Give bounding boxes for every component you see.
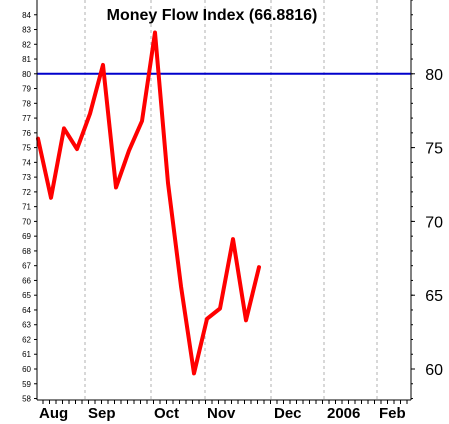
y-left-tick-label: 84 (22, 11, 31, 20)
y-left-tick-label: 75 (22, 144, 31, 153)
y-left-tick-label: 77 (22, 114, 31, 123)
y-left-tick-label: 81 (22, 55, 31, 64)
plot-background (37, 0, 411, 400)
series-line-mfi (36, 30, 261, 376)
y-left-tick-label: 58 (22, 395, 31, 404)
y-left-tick-label: 76 (22, 129, 31, 138)
y-left-tick-label: 66 (22, 276, 31, 285)
x-tick-label: Dec (274, 405, 302, 422)
y-left-tick-label: 79 (22, 85, 31, 94)
x-tick-label: Sep (88, 405, 116, 422)
series-points (37, 32, 260, 374)
y-left-tick-label: 80 (22, 70, 31, 79)
y-left-tick-label: 78 (22, 99, 31, 108)
y-left-tick-label: 59 (22, 380, 31, 389)
x-tick-label: 2006 (327, 405, 360, 422)
y-left-tick-label: 68 (22, 247, 31, 256)
y-right-tick-label: 80 (425, 67, 443, 84)
y-left-tick-label: 61 (22, 350, 31, 359)
x-axis-labels: Aug Sep Oct Nov Dec 2006 Feb (39, 405, 406, 422)
y-left-tick-label: 83 (22, 26, 31, 35)
y-left-tick-label: 63 (22, 321, 31, 330)
y-left-tick-label: 67 (22, 262, 31, 271)
y-right-tick-label: 70 (425, 214, 443, 231)
y-left-tick-label: 65 (22, 291, 31, 300)
y-right-tick-label: 65 (425, 288, 443, 305)
y-left-tick-label: 64 (22, 306, 31, 315)
y-left-tick-label: 60 (22, 365, 31, 374)
y-left-tick-label: 71 (22, 203, 31, 212)
right-axis-ticks: 60 65 70 75 80 (411, 0, 443, 400)
y-left-tick-label: 73 (22, 173, 31, 182)
y-right-tick-label: 60 (425, 362, 443, 379)
x-tick-label: Oct (154, 405, 179, 422)
y-left-tick-label: 74 (22, 158, 31, 167)
left-axis-ticks: 58 59 60 61 62 63 64 65 66 67 68 69 70 71 72 73 74 75 76 77… (22, 11, 37, 404)
x-tick-label: Aug (39, 405, 68, 422)
x-tick-label: Feb (379, 405, 406, 422)
y-left-tick-label: 82 (22, 40, 31, 49)
y-left-tick-label: 62 (22, 335, 31, 344)
x-tick-label: Nov (207, 405, 236, 422)
y-left-tick-label: 69 (22, 232, 31, 241)
y-left-tick-label: 70 (22, 217, 31, 226)
y-right-tick-label: 75 (425, 141, 443, 158)
chart-title: Money Flow Index (66.8816) (107, 7, 318, 24)
y-left-tick-label: 72 (22, 188, 31, 197)
